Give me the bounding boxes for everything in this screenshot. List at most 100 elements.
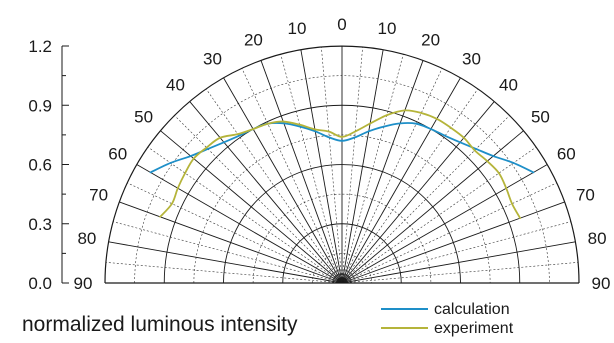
minor-spoke bbox=[341, 221, 572, 284]
series-calculation-point bbox=[223, 141, 225, 144]
series-calculation-point bbox=[367, 130, 370, 133]
series-calculation-point bbox=[189, 155, 192, 157]
minor-ring-0 bbox=[312, 253, 372, 284]
series-calculation-point bbox=[299, 125, 301, 128]
series-experiment-point bbox=[159, 215, 162, 218]
minor-spoke bbox=[105, 262, 343, 284]
angle-label: 0 bbox=[337, 15, 346, 34]
series-experiment-point bbox=[462, 136, 465, 139]
angle-label: 80 bbox=[588, 229, 607, 248]
series-experiment-point bbox=[498, 172, 500, 175]
series-calculation-point bbox=[169, 162, 172, 164]
series-experiment-point bbox=[219, 136, 222, 139]
minor-spoke bbox=[127, 182, 343, 284]
minor-spoke bbox=[321, 46, 343, 284]
series-experiment-point bbox=[369, 122, 372, 125]
minor-spoke bbox=[341, 115, 510, 284]
minor-spoke bbox=[341, 68, 443, 284]
angle-label: 50 bbox=[531, 108, 550, 127]
series-experiment-point bbox=[505, 187, 508, 190]
minor-spoke bbox=[341, 53, 404, 284]
angle-label: 10 bbox=[378, 19, 397, 38]
series-experiment-point bbox=[420, 112, 423, 114]
series-calculation-point bbox=[444, 134, 446, 137]
minor-spoke bbox=[341, 88, 479, 284]
radial-axis-title: normalized luminous intensity bbox=[22, 313, 298, 336]
angle-label: 30 bbox=[462, 50, 481, 69]
series-experiment-point bbox=[403, 109, 406, 112]
minor-spoke bbox=[241, 68, 343, 284]
minor-spoke bbox=[205, 88, 343, 284]
major-ring-2 bbox=[163, 104, 521, 284]
major-ring-3 bbox=[104, 45, 580, 284]
series-experiment-point bbox=[176, 187, 179, 190]
series-experiment-point bbox=[236, 133, 239, 136]
minor-spoke bbox=[341, 146, 537, 284]
angle-label: 20 bbox=[244, 31, 263, 50]
angle-label: 60 bbox=[108, 145, 127, 164]
series-calculation-point bbox=[475, 148, 477, 150]
series-calculation-point bbox=[341, 139, 343, 142]
series-calculation-point bbox=[415, 122, 418, 125]
radial-tick-label: 0.0 bbox=[28, 274, 52, 293]
series-calculation-point bbox=[459, 141, 461, 144]
angle-label: 40 bbox=[166, 76, 185, 95]
minor-spoke bbox=[341, 182, 557, 284]
angle-label: 40 bbox=[499, 76, 518, 95]
minor-spoke bbox=[341, 46, 363, 284]
radial-tick-label: 1.2 bbox=[28, 37, 52, 56]
series-calculation-point bbox=[328, 136, 331, 139]
series-calculation-point bbox=[353, 136, 356, 139]
series-experiment-point bbox=[298, 123, 301, 126]
radial-tick-label: 0.9 bbox=[28, 96, 52, 115]
series-experiment-point bbox=[327, 130, 330, 133]
legend-label-calculation: calculation bbox=[434, 301, 510, 318]
angle-label: 50 bbox=[134, 108, 153, 127]
series-layer bbox=[149, 109, 535, 220]
series-calculation-point bbox=[532, 171, 535, 174]
series-calculation-point bbox=[314, 130, 317, 133]
minor-ring-1 bbox=[252, 193, 432, 284]
major-ring-1 bbox=[223, 164, 461, 284]
angle-label: 90 bbox=[592, 274, 611, 293]
series-experiment-point bbox=[266, 122, 269, 125]
minor-spoke bbox=[112, 221, 343, 284]
major-ring-0 bbox=[282, 223, 402, 284]
minor-spoke bbox=[280, 53, 343, 284]
minor-spoke bbox=[174, 115, 343, 284]
minor-spoke bbox=[147, 146, 343, 284]
series-experiment-point bbox=[192, 157, 195, 160]
angle-label: 70 bbox=[89, 185, 108, 204]
series-calculation-point bbox=[492, 155, 495, 157]
angle-label: 30 bbox=[203, 50, 222, 69]
series-calculation-point bbox=[149, 171, 152, 174]
series-calculation-point bbox=[512, 162, 515, 164]
radial-axis: 0.0 0.3 0.6 0.9 1.2 bbox=[28, 37, 69, 293]
radial-tick-label: 0.3 bbox=[28, 215, 52, 234]
angle-label: 70 bbox=[576, 185, 595, 204]
series-experiment-point bbox=[314, 128, 316, 131]
series-experiment-point bbox=[486, 160, 489, 163]
series-experiment-point bbox=[473, 149, 476, 152]
series-calculation-point bbox=[429, 128, 432, 130]
series-experiment-point bbox=[511, 202, 513, 205]
legend-label-experiment: experiment bbox=[434, 320, 514, 337]
series-experiment-point bbox=[282, 120, 285, 123]
radial-tick-label: 0.6 bbox=[28, 156, 52, 175]
minor-spoke bbox=[341, 262, 579, 284]
series-calculation-point bbox=[383, 125, 385, 128]
legend: calculation experiment bbox=[381, 301, 514, 337]
series-calculation-point bbox=[207, 148, 209, 150]
series-experiment-point bbox=[252, 128, 255, 130]
series-experiment-point bbox=[354, 130, 357, 133]
series-experiment-point bbox=[205, 146, 208, 149]
polar-grid bbox=[104, 45, 580, 284]
series-calculation-point bbox=[399, 122, 401, 125]
series-experiment-point bbox=[184, 172, 186, 175]
angle-label: 60 bbox=[557, 145, 576, 164]
series-experiment-point bbox=[341, 135, 343, 138]
series-calculation-point bbox=[283, 122, 285, 125]
series-experiment-point bbox=[519, 217, 522, 220]
angle-labels: 90 80 70 60 50 40 30 20 10 0 10 20 30 40 50 60 70 80 90 bbox=[74, 15, 611, 293]
